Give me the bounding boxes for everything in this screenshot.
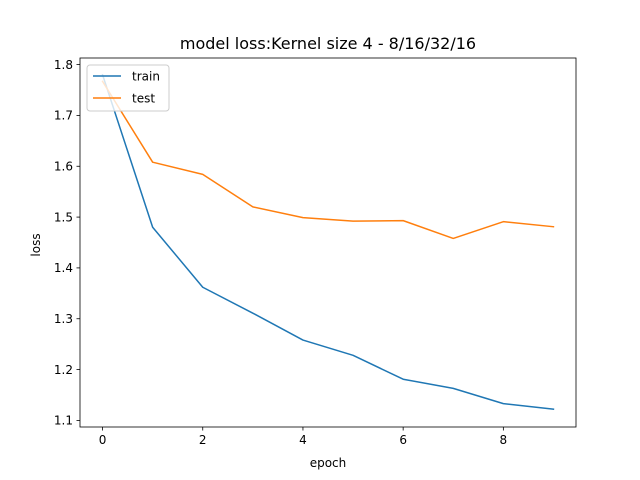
- y-axis-label: loss: [29, 233, 43, 256]
- series-line-train: [101, 73, 555, 411]
- y-tick-label: 1.8: [54, 58, 73, 72]
- series-line-test: [101, 80, 555, 240]
- legend-label-test: test: [132, 91, 155, 105]
- y-tick-label: 1.1: [54, 414, 73, 428]
- y-tick-label: 1.4: [54, 261, 73, 275]
- y-tick-label: 1.2: [54, 363, 73, 377]
- y-tick-label: 1.6: [54, 160, 73, 174]
- legend-label-train: train: [132, 69, 160, 83]
- x-tick-label: 8: [500, 433, 508, 447]
- x-tick-label: 4: [299, 433, 307, 447]
- axes-frame: [79, 57, 577, 428]
- y-tick-label: 1.3: [54, 312, 73, 326]
- y-tick-label: 1.5: [54, 210, 73, 224]
- y-tick-label: 1.7: [54, 109, 73, 123]
- chart-title: model loss:Kernel size 4 - 8/16/32/16: [180, 34, 476, 53]
- plot-area: 0 2 4 6 8 1.1 1.2 1.3 1.4 1.5 1.6 1.7 1.8: [54, 57, 577, 447]
- legend: train test: [86, 64, 170, 112]
- x-axis-label: epoch: [310, 456, 347, 470]
- x-tick-label: 0: [99, 433, 107, 447]
- x-tick-label: 2: [199, 433, 207, 447]
- x-tick-label: 6: [399, 433, 407, 447]
